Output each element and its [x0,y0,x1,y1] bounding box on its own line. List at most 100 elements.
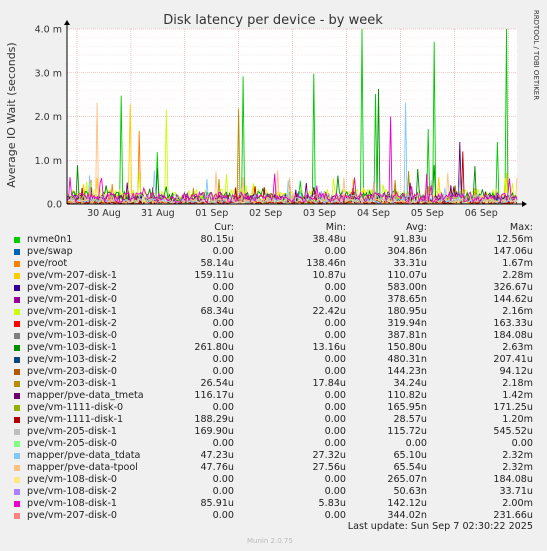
legend-value-avg: 65.10u [393,450,427,461]
series-name: pve/vm-207-disk-1 [27,270,118,281]
x-tick-label: 05 Sep [411,208,444,219]
legend-swatch [14,441,20,447]
legend-value-cur: 80.15u [200,234,234,245]
legend-value-max: 2.00m [502,498,533,509]
y-tick-labels: 0.0 1.0 m 2.0 m 3.0 m 4.0 m [35,25,62,211]
legend-value-max: 2.63m [502,342,533,353]
series-name: pve/vm-201-disk-0 [27,294,118,305]
series-name: mapper/pve-data_tdata [27,450,141,461]
legend-value-cur: 188.29u [194,414,234,425]
series-name: pve/root [27,258,68,269]
legend-value-max: 1.67m [502,258,533,269]
legend-value-avg: 378.65n [387,294,427,305]
legend-value-max: 2.18m [502,378,533,389]
legend-value-cur: 85.91u [200,498,234,509]
legend-row: pve/vm-103-disk-1 261.80u 13.16u 150.80u 2.6… [0,342,547,354]
legend-value-max: 207.41u [493,354,533,365]
legend-row: pve/vm-1111-disk-1 188.29u 0.00 28.57u 1.20m [0,414,547,426]
legend-value-avg: 33.31u [393,258,427,269]
legend-value-avg: 50.63n [393,486,427,497]
legend-value-max: 12.56m [496,234,533,245]
series-name: mapper/pve-data_tmeta [27,390,144,401]
legend-value-min: 13.16u [312,342,346,353]
series-name: pve/vm-108-disk-1 [27,498,118,509]
legend-row: pve/vm-108-disk-0 0.00 0.00 265.07n 184.08u [0,474,547,486]
legend-value-avg: 583.00n [387,282,427,293]
legend-swatch [14,501,20,507]
legend-row: pve/vm-201-disk-0 0.00 0.00 378.65n 144.62u [0,294,547,306]
legend-swatch [14,333,20,339]
legend-swatch [14,297,20,303]
legend-value-min: 22.42u [312,306,346,317]
legend-value-min: 0.00 [324,426,346,437]
column-header-cur: Cur: [214,222,234,233]
y-tick-label: 1.0 m [35,156,62,167]
rrdtool-credit: RRDTOOL / TOBI OETIKER [532,10,540,100]
legend-swatch [14,237,20,243]
legend-value-avg: 142.12u [387,498,427,509]
legend-value-cur: 159.11u [194,270,234,281]
series-name: pve/vm-207-disk-2 [27,282,118,293]
legend-value-min: 17.84u [312,378,346,389]
legend-value-max: 1.20m [502,414,533,425]
legend-swatch [14,477,20,483]
legend-value-min: 0.00 [324,438,346,449]
series-line-mapper-pve-data-tdata [66,102,518,205]
legend-row: mapper/pve-data_tdata 47.23u 27.32u 65.10u 2… [0,450,547,462]
legend-value-cur: 0.00 [212,366,234,377]
legend-value-cur: 0.00 [212,330,234,341]
x-tick-label: 30 Aug [87,208,121,219]
series-name: pve/vm-207-disk-0 [27,510,118,521]
legend-value-min: 0.00 [324,390,346,401]
series-name: pve/vm-203-disk-0 [27,366,118,377]
legend-value-max: 163.33u [493,318,533,329]
legend-value-cur: 0.00 [212,402,234,413]
legend-value-cur: 0.00 [212,354,234,365]
series-name: pve/vm-108-disk-2 [27,486,118,497]
legend-swatch [14,513,20,519]
legend-row: pve/root 58.14u 138.46n 33.31u 1.67m [0,258,547,270]
legend-value-avg: 304.86n [387,246,427,257]
legend-swatch [14,357,20,363]
legend-swatch [14,405,20,411]
legend-value-cur: 0.00 [212,474,234,485]
legend-value-cur: 58.14u [200,258,234,269]
legend-value-min: 0.00 [324,282,346,293]
legend-value-avg: 265.07n [387,474,427,485]
legend-value-max: 2.32m [502,450,533,461]
legend-row: nvme0n1 80.15u 38.48u 91.83u 12.56m [0,234,547,246]
legend-value-cur: 0.00 [212,318,234,329]
legend-value-min: 0.00 [324,414,346,425]
legend-value-max: 33.71u [499,486,533,497]
legend-swatch [14,381,20,387]
legend-value-cur: 0.00 [212,486,234,497]
legend-value-max: 184.08u [493,330,533,341]
series-name: pve/vm-201-disk-2 [27,318,118,329]
legend-row: pve/vm-103-disk-2 0.00 0.00 480.31n 207.41u [0,354,547,366]
legend-value-avg: 91.83u [393,234,427,245]
legend-value-cur: 0.00 [212,294,234,305]
series-line-pve-vm-108-disk-1 [66,116,518,204]
series-line-pve-vm-205-disk-1 [66,180,518,204]
legend-value-avg: 150.80u [387,342,427,353]
legend-value-min: 5.83u [318,498,346,509]
legend-swatch [14,489,20,495]
series-name: pve/vm-108-disk-0 [27,474,118,485]
legend-value-max: 94.12u [499,366,533,377]
legend-value-min: 0.00 [324,486,346,497]
legend-value-avg: 480.31n [387,354,427,365]
x-axis-arrow [522,201,527,207]
legend-value-cur: 0.00 [212,246,234,257]
legend-value-avg: 0.00 [405,438,427,449]
legend-value-max: 2.16m [502,306,533,317]
series-name: mapper/pve-data-tpool [27,462,138,473]
legend-value-avg: 165.95n [387,402,427,413]
legend-swatch [14,285,20,291]
legend-row: pve/vm-205-disk-1 169.90u 0.00 115.72u 545.5… [0,426,547,438]
legend-value-min: 27.56u [312,462,346,473]
legend-value-cur: 47.76u [200,462,234,473]
legend-value-max: 0.00 [511,438,533,449]
series-name: pve/vm-103-disk-2 [27,354,118,365]
legend-value-avg: 110.07u [387,270,427,281]
legend-value-avg: 319.94n [387,318,427,329]
